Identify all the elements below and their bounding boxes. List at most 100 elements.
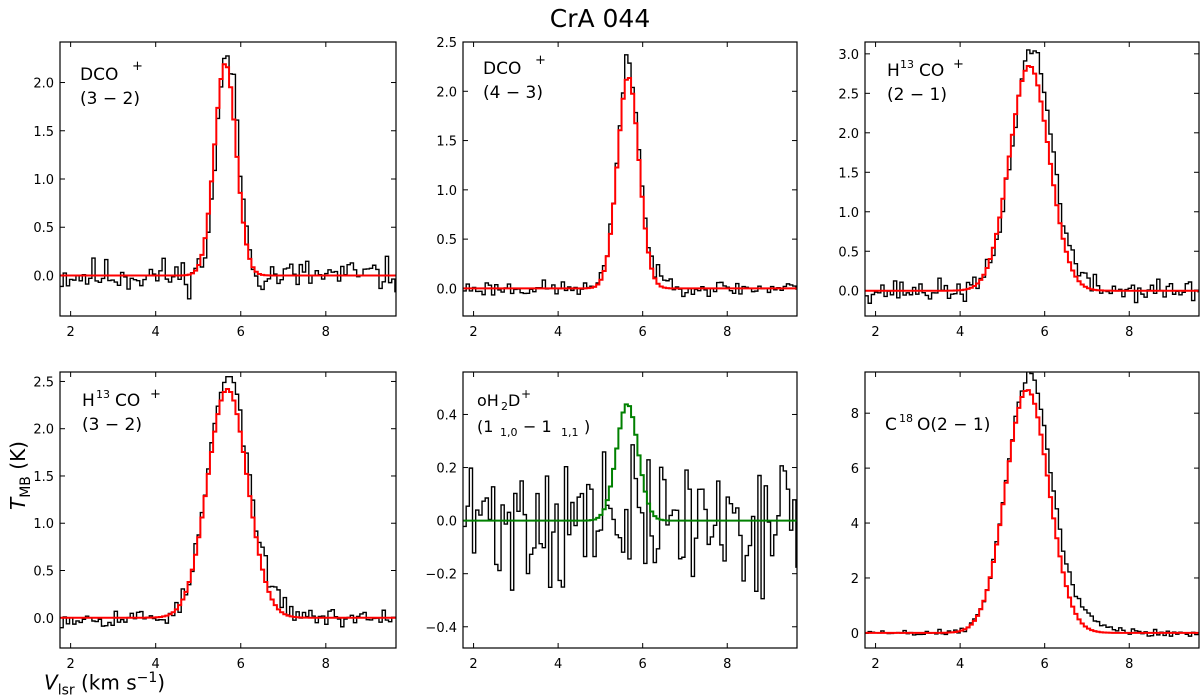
fit-model bbox=[60, 63, 396, 277]
y-tick-label: −0.4 bbox=[425, 621, 457, 636]
line-label-part: DCO bbox=[483, 59, 521, 79]
x-tick-label: 2 bbox=[871, 325, 879, 340]
x-axis-label-close: ) bbox=[157, 670, 166, 695]
y-tick-label: 0.5 bbox=[33, 564, 54, 579]
axes-frame bbox=[462, 41, 798, 317]
y-tick-label: 2 bbox=[851, 572, 859, 587]
panel-4: 2 4 6 8 0.0 0.5 1.0 1.5 2.0 2.5 H 13 CO + (3 − 2) bbox=[33, 371, 397, 672]
x-tick-label: 2 bbox=[871, 657, 879, 672]
line-label-part: (1 bbox=[477, 417, 493, 436]
y-tick-label: 2.5 bbox=[436, 36, 457, 51]
axes-frame bbox=[59, 371, 397, 649]
line-label-part: 1,0 bbox=[500, 426, 518, 439]
line-label-part: H bbox=[887, 61, 900, 81]
y-tick-label: 0.4 bbox=[436, 408, 457, 423]
line-label-part: 18 bbox=[899, 412, 913, 425]
x-tick-label: 8 bbox=[723, 325, 731, 340]
line-label-part: 1,1 bbox=[561, 426, 579, 439]
x-tick-label: 8 bbox=[723, 657, 731, 672]
y-tick-label: 2.5 bbox=[838, 87, 859, 102]
x-tick-label: 2 bbox=[469, 325, 477, 340]
y-tick-label: 0.0 bbox=[33, 612, 54, 627]
line-label-part: 2 bbox=[501, 400, 508, 413]
line-label-part: oH bbox=[477, 391, 499, 410]
axes-frame bbox=[864, 41, 1200, 317]
figure-title: CrA 044 bbox=[549, 4, 651, 33]
y-tick-label: 3.0 bbox=[838, 48, 859, 63]
y-tick-label: 1.5 bbox=[33, 470, 54, 485]
x-tick-label: 4 bbox=[554, 657, 562, 672]
x-axis-label-main: V bbox=[44, 670, 58, 695]
y-tick-label: 2.0 bbox=[33, 423, 54, 438]
y-tick-label: 0.0 bbox=[838, 285, 859, 300]
y-axis-label: TMB (K) bbox=[6, 441, 34, 510]
x-tick-label: 6 bbox=[237, 657, 245, 672]
y-tick-label: 1.5 bbox=[838, 166, 859, 181]
y-tick-label: 0.0 bbox=[436, 282, 457, 297]
y-tick-label: 1.0 bbox=[838, 206, 859, 221]
x-axis-label-unit: (km s bbox=[74, 670, 137, 695]
y-tick-label: 1.0 bbox=[436, 184, 457, 199]
line-label-part: + bbox=[521, 387, 531, 401]
x-tick-label: 2 bbox=[469, 657, 477, 672]
axes-frame bbox=[59, 41, 397, 317]
line-label-part: CO bbox=[919, 61, 944, 81]
x-tick-label: 4 bbox=[956, 657, 964, 672]
fit-model bbox=[60, 388, 396, 619]
x-tick-label: 6 bbox=[639, 325, 647, 340]
line-label-part: + bbox=[535, 53, 546, 68]
line-label-part: D bbox=[508, 391, 520, 410]
line-label-part: (2 − 1) bbox=[887, 85, 947, 105]
line-label-part: − 1 bbox=[523, 417, 552, 436]
x-tick-label: 4 bbox=[152, 325, 160, 340]
line-label-part: H bbox=[82, 391, 95, 411]
y-tick-label: 1.0 bbox=[33, 173, 54, 188]
line-label-part: O(2 − 1) bbox=[917, 415, 990, 435]
y-tick-label: 2.0 bbox=[33, 77, 54, 92]
x-tick-label: 8 bbox=[322, 657, 330, 672]
axes-frame bbox=[864, 371, 1200, 649]
y-tick-label: 0.5 bbox=[838, 245, 859, 260]
fit-model bbox=[865, 389, 1199, 634]
x-tick-label: 6 bbox=[1041, 325, 1049, 340]
x-tick-label: 8 bbox=[1125, 325, 1133, 340]
x-tick-label: 6 bbox=[1041, 657, 1049, 672]
line-label-part: ) bbox=[584, 417, 590, 436]
x-tick-label: 2 bbox=[66, 325, 74, 340]
line-label-part: + bbox=[953, 57, 964, 72]
x-tick-label: 8 bbox=[322, 325, 330, 340]
x-tick-label: 4 bbox=[554, 325, 562, 340]
y-tick-label: 0.2 bbox=[436, 462, 457, 477]
y-tick-label: −0.2 bbox=[425, 568, 457, 583]
y-tick-label: 6 bbox=[851, 462, 859, 477]
y-axis-label-unit: (K) bbox=[6, 441, 30, 477]
y-tick-label: 2.5 bbox=[33, 375, 54, 390]
y-tick-label: 0.0 bbox=[436, 515, 457, 530]
x-tick-label: 6 bbox=[237, 325, 245, 340]
panel-2: 2 4 6 8 0.0 0.5 1.0 1.5 2.0 2.5 DCO + (4 − 3) bbox=[436, 36, 798, 340]
x-tick-label: 4 bbox=[152, 657, 160, 672]
x-axis-label-sub: lsr bbox=[57, 682, 75, 699]
y-tick-label: 2.0 bbox=[838, 127, 859, 142]
y-tick-label: 1.0 bbox=[33, 517, 54, 532]
panel-1: 2 4 6 8 0.0 0.5 1.0 1.5 2.0 DCO + (3 − 2) bbox=[33, 41, 397, 340]
y-axis-label-sub: MB bbox=[18, 476, 34, 498]
x-tick-label: 2 bbox=[66, 657, 74, 672]
line-label-part: (4 − 3) bbox=[483, 83, 543, 103]
observed-spectrum bbox=[60, 55, 396, 300]
x-axis-label-exp: −1 bbox=[136, 670, 158, 686]
y-tick-label: 0 bbox=[851, 627, 859, 642]
fit-model bbox=[463, 403, 797, 522]
line-label-part: + bbox=[132, 59, 143, 74]
fit-model bbox=[463, 76, 797, 290]
line-label-part: (3 − 2) bbox=[80, 89, 140, 109]
y-tick-label: 8 bbox=[851, 407, 859, 422]
line-label-part: (3 − 2) bbox=[82, 415, 142, 435]
x-tick-label: 8 bbox=[1125, 657, 1133, 672]
y-axis-label-main: T bbox=[6, 497, 30, 510]
line-label-part: + bbox=[150, 387, 161, 402]
observed-spectrum bbox=[463, 444, 797, 600]
